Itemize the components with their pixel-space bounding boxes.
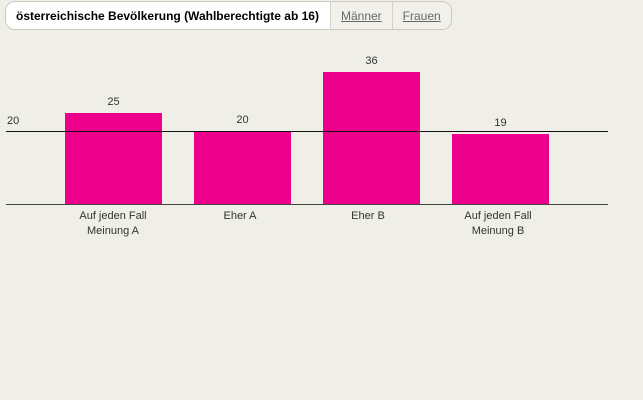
category-label-line: Eher B	[351, 210, 385, 222]
tab-maenner[interactable]: Männer	[329, 2, 392, 29]
bar-auf-jeden-fall-a	[65, 113, 162, 204]
category-label: Eher B	[308, 209, 428, 224]
bar-auf-jeden-fall-b	[452, 134, 549, 204]
category-label: Eher A	[180, 209, 300, 224]
x-axis-baseline	[6, 204, 608, 205]
category-label: Auf jeden Fall Meinung A	[53, 209, 173, 239]
tab-frauen[interactable]: Frauen	[391, 2, 451, 29]
population-tabs: österreichische Bevölkerung (Wahlberecht…	[5, 1, 452, 30]
bar-eher-a	[194, 131, 291, 204]
category-label-line: Meinung B	[471, 225, 525, 237]
tab-population[interactable]: österreichische Bevölkerung (Wahlberecht…	[6, 2, 330, 29]
value-label: 25	[107, 96, 120, 108]
value-label: 20	[236, 114, 249, 126]
reference-line	[6, 131, 608, 132]
value-label: 19	[494, 117, 507, 129]
bar-eher-b	[323, 72, 420, 204]
category-label: Auf jeden Fall Meinung B	[438, 209, 558, 239]
category-label-line: Auf jeden Fall	[79, 210, 147, 222]
category-label-line: Meinung A	[87, 225, 139, 237]
value-label: 36	[365, 55, 378, 67]
reference-line-label: 20	[7, 115, 20, 127]
category-label-line: Auf jeden Fall	[464, 210, 532, 222]
category-label-line: Eher A	[223, 210, 257, 222]
